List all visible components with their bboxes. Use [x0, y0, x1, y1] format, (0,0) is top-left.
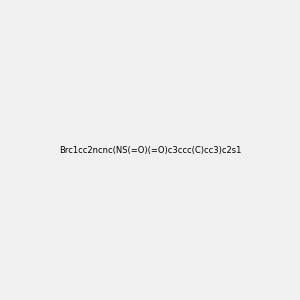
Text: Brc1cc2ncnc(NS(=O)(=O)c3ccc(C)cc3)c2s1: Brc1cc2ncnc(NS(=O)(=O)c3ccc(C)cc3)c2s1: [59, 146, 241, 154]
